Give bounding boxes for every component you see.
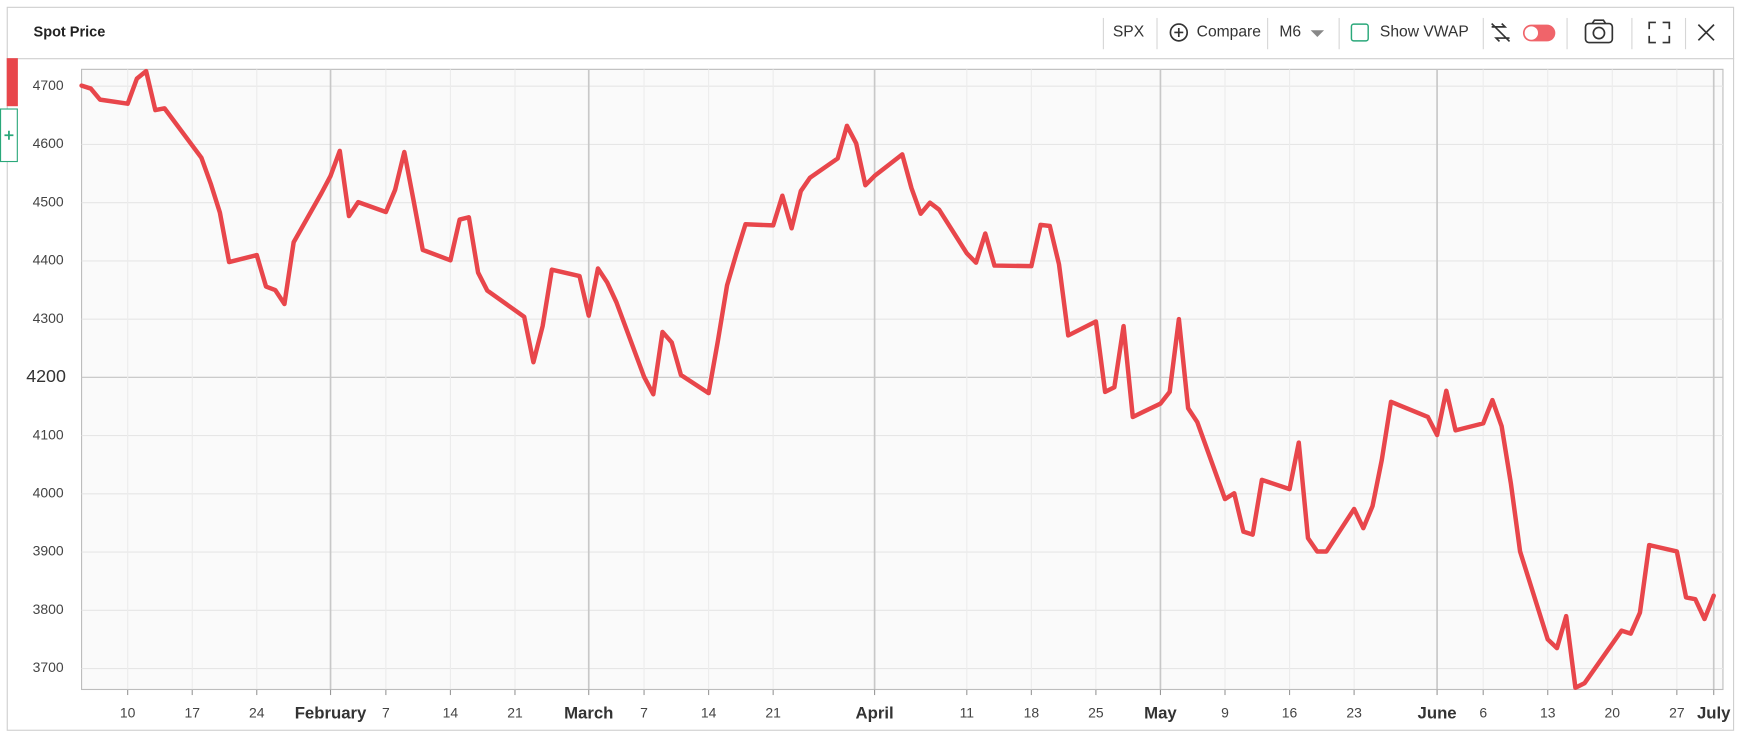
add-icon[interactable] — [4, 130, 14, 140]
x-tick-label: 13 — [1540, 705, 1556, 721]
x-tick-label: 21 — [765, 705, 781, 721]
x-tick-label: 17 — [184, 705, 200, 721]
x-tick-label: 11 — [960, 705, 975, 721]
toggle[interactable] — [1522, 24, 1556, 42]
y-tick-label: 4500 — [33, 193, 64, 209]
y-tick-label: 4600 — [33, 135, 64, 151]
price-line — [79, 68, 1716, 690]
x-tick-label: 18 — [1024, 705, 1040, 721]
x-tick-label: 14 — [443, 705, 459, 721]
x-tick-label: 9 — [1221, 705, 1229, 721]
x-tick-label: 14 — [701, 705, 717, 721]
y-tick-label: 4200 — [26, 366, 66, 386]
plot-area — [81, 68, 1724, 691]
y-tick-label: 4400 — [33, 252, 64, 268]
sync-icon[interactable] — [1491, 22, 1511, 43]
side-marker — [6, 58, 18, 107]
y-tick-label: 4300 — [33, 310, 64, 326]
panel-title: Spot Price — [34, 24, 106, 40]
close-icon[interactable] — [1697, 24, 1715, 41]
y-tick-label: 3900 — [33, 543, 64, 559]
fullscreen-icon[interactable] — [1648, 21, 1671, 44]
compare-icon[interactable] — [1169, 23, 1189, 42]
camera-icon[interactable] — [1584, 19, 1614, 44]
x-tick-label: 7 — [640, 705, 648, 721]
vwap-checkbox[interactable] — [1350, 23, 1369, 42]
x-tick-label: 24 — [249, 705, 265, 721]
x-tick-label: March — [564, 703, 613, 722]
y-tick-label: 3700 — [33, 659, 64, 675]
y-tick-label: 3800 — [33, 601, 64, 617]
x-tick-label: 10 — [120, 705, 136, 721]
x-tick-label: June — [1418, 703, 1457, 722]
x-tick-label: May — [1144, 703, 1177, 722]
x-tick-label: 20 — [1605, 705, 1621, 721]
symbol-button[interactable]: SPX — [1113, 24, 1145, 41]
x-tick-label: 21 — [507, 705, 523, 721]
x-tick-label: 16 — [1282, 705, 1298, 721]
x-tick-label: July — [1697, 703, 1731, 722]
vwap-label[interactable]: Show VWAP — [1380, 24, 1469, 41]
period-select[interactable]: M6 — [1279, 24, 1301, 41]
x-tick-label: 27 — [1669, 705, 1685, 721]
grid: 3700 3800 3900 4000 4100 4200 4300 4400 4500 4600… — [26, 69, 1731, 722]
y-tick-label: 4000 — [33, 485, 64, 501]
dropdown-arrow[interactable] — [1310, 30, 1325, 37]
marks — [79, 68, 1716, 690]
x-tick-label: 25 — [1088, 705, 1104, 721]
y-tick-label: 4700 — [33, 77, 64, 93]
y-tick-label: 4100 — [33, 426, 64, 442]
x-tick-label: 6 — [1479, 705, 1487, 721]
x-tick-label: April — [856, 703, 894, 722]
x-tick-label: February — [295, 703, 367, 722]
x-tick-label: 7 — [382, 705, 390, 721]
compare-button[interactable]: Compare — [1197, 24, 1261, 41]
x-tick-label: 23 — [1346, 705, 1362, 721]
